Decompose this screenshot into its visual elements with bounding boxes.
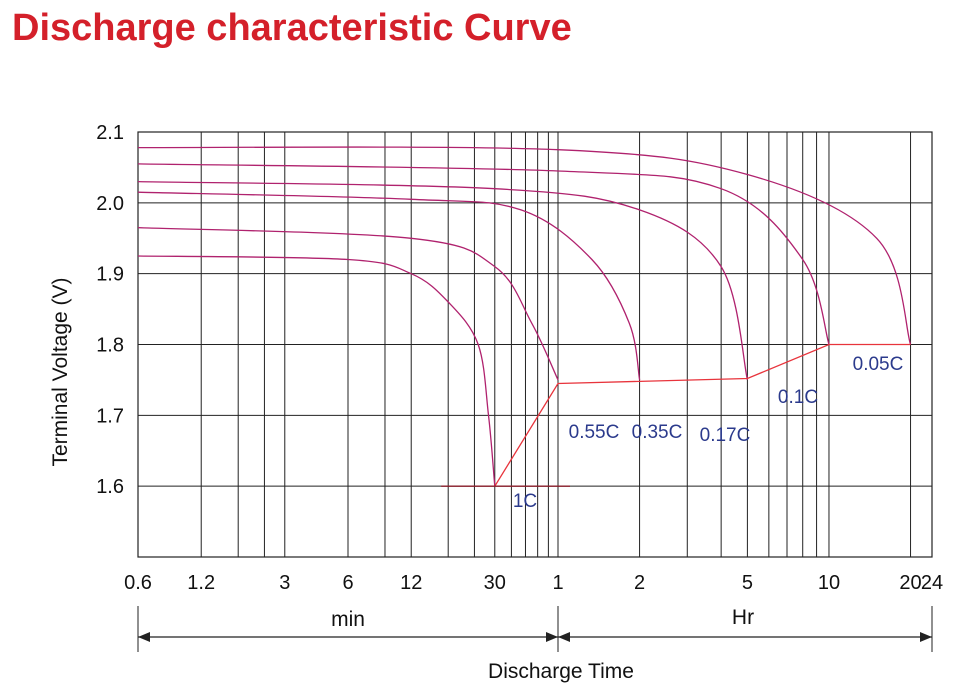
curve-1C [137,255,496,487]
curve-layer [137,146,912,487]
curve-label-0_05C: 0.05C [853,354,904,375]
plot-frame [137,131,933,558]
min-unit-label: min [331,608,365,631]
x-tick-label: 30 [484,572,506,594]
arrow-head [920,632,932,642]
arrow-head [546,632,558,642]
x-tick-label: 24 [921,572,943,594]
arrow-head [558,632,570,642]
curve-label-0_17C: 0.17C [700,425,751,446]
y-tick-label: 1.9 [96,264,124,286]
curve-label-0_35C: 0.35C [632,422,683,443]
curve-0_1C [137,163,830,345]
x-tick-label: 10 [818,572,840,594]
hr-unit-label: Hr [732,606,754,629]
x-axis-label: Discharge Time [488,660,634,683]
x-tick-label: 12 [400,572,422,594]
y-tick-label: 2.1 [96,122,124,144]
x-tick-label: 2 [634,572,645,594]
curve-0_55C [137,226,559,381]
x-tick-label: 6 [342,572,353,594]
y-tick-label: 1.6 [96,476,124,498]
arrow-head [138,632,150,642]
x-tick-label: 1.2 [187,572,215,594]
curve-0_05C [137,146,912,345]
curve-0_35C [137,191,641,381]
x-tick-label: 1 [552,572,563,594]
curve-label-0_1C: 0.1C [778,387,818,408]
x-tick-label: 3 [279,572,290,594]
end-voltage-line [494,343,911,487]
curve-0_17C [137,180,749,381]
curve-label-1C: 1C [513,491,537,512]
y-axis-label: Terminal Voltage (V) [49,277,72,466]
y-tick-label: 1.7 [96,405,124,427]
y-tick-label: 2.0 [96,193,124,215]
y-tick-label: 1.8 [96,335,124,357]
curve-label-0_55C: 0.55C [569,422,620,443]
chart-title: Discharge characteristic Curve [12,7,572,49]
x-tick-label: 0.6 [124,572,152,594]
x-tick-label: 5 [742,572,753,594]
label-layer: 2.12.01.91.81.71.60.6 1.2 3 6 12 30 1 2 5 10 20 241… [96,122,943,594]
x-tick-label: 20 [899,572,921,594]
